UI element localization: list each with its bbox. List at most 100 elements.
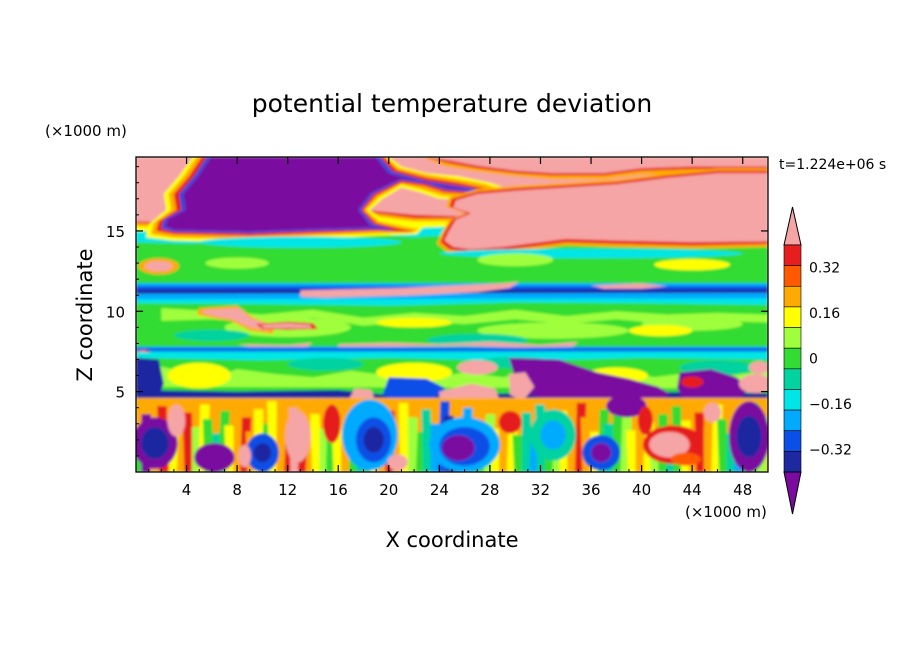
colorbar-swatch — [783, 368, 802, 390]
field-blob — [323, 404, 341, 444]
x-tick-label: 4 — [182, 481, 192, 499]
x-axis-label: X coordinate — [385, 528, 518, 552]
field-blob — [376, 362, 452, 382]
field-region — [165, 157, 470, 232]
colorbar-swatch — [783, 327, 802, 349]
colorbar: 0.32 0.16 0 −0.16 −0.32 — [783, 206, 852, 515]
field-region — [300, 281, 519, 298]
contour-field — [136, 157, 768, 472]
field-region — [508, 372, 535, 402]
field-blob — [680, 376, 704, 388]
field-blob — [285, 410, 311, 463]
field-region — [182, 412, 194, 472]
field-region — [398, 402, 410, 472]
y-tick-label: 5 — [115, 384, 125, 402]
field-blob — [376, 317, 452, 328]
x-axis-unit: (×1000 m) — [685, 503, 767, 521]
field-region — [161, 308, 768, 326]
x-tick-label: 28 — [480, 481, 499, 499]
field-region — [408, 417, 418, 472]
field-blob — [649, 431, 690, 458]
field-blob — [477, 253, 554, 267]
field-blob — [441, 435, 475, 461]
field-blob — [637, 406, 653, 436]
colorbar-tick-label: −0.16 — [809, 397, 852, 413]
field-blob — [167, 362, 231, 389]
field-blob — [194, 443, 235, 472]
field-blob — [141, 427, 169, 460]
field-region — [591, 283, 667, 289]
x-axis: 4 8 12 16 20 24 28 32 36 40 44 48 — [148, 157, 756, 499]
field-region — [444, 173, 768, 250]
field-region — [338, 341, 579, 348]
colorbar-over-triangle — [783, 206, 802, 246]
chart-title: potential temperature deviation — [252, 89, 652, 118]
colorbar-tick-label: 0.32 — [809, 261, 840, 277]
field-region — [382, 377, 446, 403]
field-region — [426, 157, 768, 174]
x-tick-label: 16 — [329, 481, 348, 499]
colorbar-swatch — [783, 451, 802, 473]
y-tick-label: 15 — [106, 223, 125, 241]
field-region — [136, 357, 164, 411]
field-blob — [173, 329, 250, 342]
colorbar-tick-label: 0.16 — [809, 306, 840, 322]
x-tick-label: 48 — [733, 481, 752, 499]
field-blob — [654, 259, 731, 271]
field-region — [237, 342, 313, 347]
field-blob — [457, 360, 498, 375]
field-blob — [477, 322, 629, 339]
field-region — [512, 435, 524, 472]
field-blob — [540, 420, 566, 450]
field-region — [421, 409, 433, 472]
x-tick-label: 8 — [232, 481, 242, 499]
field-blob — [628, 324, 693, 337]
colorbar-swatch — [783, 306, 802, 328]
field-region — [626, 430, 638, 472]
field-blob — [591, 443, 612, 463]
field-blob — [736, 415, 762, 458]
field-blob — [670, 452, 702, 466]
field-blob — [738, 373, 768, 394]
x-tick-label: 12 — [278, 481, 297, 499]
x-tick-label: 40 — [632, 481, 651, 499]
field-blob — [287, 357, 364, 371]
field-blob — [363, 427, 384, 453]
colorbar-swatch — [783, 347, 802, 370]
field-blob — [238, 444, 252, 468]
field-region — [136, 298, 768, 306]
x-tick-label: 36 — [581, 481, 600, 499]
colorbar-swatch — [783, 389, 802, 411]
field-region — [703, 427, 714, 472]
y-axis-unit: (×1000 m) — [45, 122, 127, 140]
colorbar-tick-label: −0.32 — [809, 442, 852, 458]
field-region — [259, 323, 312, 329]
field-blob — [253, 443, 272, 463]
field-blob — [199, 236, 402, 248]
y-tick-label: 10 — [106, 303, 125, 321]
colorbar-under-triangle — [783, 471, 802, 515]
field-region — [521, 412, 532, 472]
colorbar-swatch — [783, 285, 802, 308]
field-blob — [167, 404, 186, 437]
field-blob — [498, 410, 522, 434]
colorbar-swatch — [783, 430, 802, 452]
colorbar-swatch — [783, 409, 802, 432]
colorbar-swatch — [783, 265, 802, 287]
y-axis-label: Z coordinate — [73, 248, 97, 381]
field-region — [276, 415, 287, 472]
y-axis: 5 10 15 — [106, 166, 768, 457]
field-blob — [144, 261, 173, 272]
x-tick-label: 44 — [683, 481, 702, 499]
field-blob — [387, 454, 408, 471]
field-blob — [749, 361, 768, 374]
field-band — [136, 348, 768, 351]
colorbar-swatch — [783, 244, 802, 266]
field-blob — [205, 257, 269, 269]
field-region — [310, 414, 322, 472]
field-region — [201, 308, 270, 331]
x-tick-label: 24 — [430, 481, 449, 499]
field-blob — [606, 394, 647, 418]
field-region — [717, 419, 729, 472]
